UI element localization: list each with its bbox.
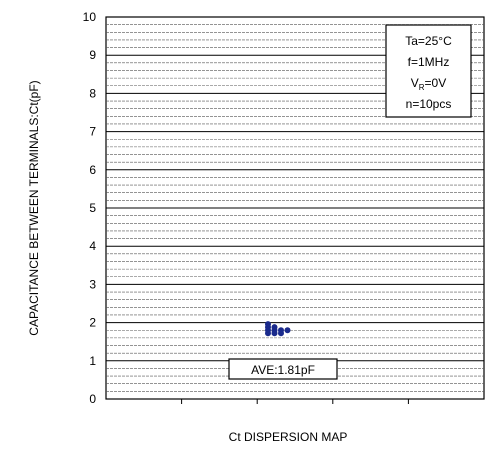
y-tick-label: 0 [89,392,96,406]
data-point [265,330,271,337]
x-tick-marks [181,399,409,404]
condition-voltage: VR=0V [411,76,446,92]
data-point [278,330,284,337]
x-axis-title: Ct DISPERSION MAP [229,430,348,444]
y-tick-label: 6 [89,163,96,177]
conditions-box: Ta=25°C f=1MHz VR=0V n=10pcs [385,24,472,118]
condition-voltage-rest: =0V [425,76,447,90]
condition-temperature: Ta=25°C [405,34,452,48]
y-tick-label: 1 [89,354,96,368]
average-box: AVE:1.81pF [228,358,338,380]
data-points [265,321,291,337]
y-tick-label: 10 [83,10,97,24]
data-point [284,327,291,334]
y-tick-label: 9 [89,48,96,62]
condition-voltage-main: V [411,76,419,90]
condition-frequency: f=1MHz [408,55,450,69]
data-point [271,330,278,337]
condition-voltage-sub: R [419,83,425,92]
y-tick-label: 7 [89,125,96,139]
conditions-box-border [385,24,472,118]
y-tick-labels: 0 1 2 3 4 5 6 7 8 9 10 [83,10,97,406]
average-label: AVE:1.81pF [251,363,315,377]
average-box-border [228,358,338,380]
condition-sample-count: n=10pcs [406,97,452,111]
y-tick-label: 3 [89,277,96,291]
y-axis-title: CAPACITANCE BETWEEN TERMINALS:Ct(pF) [27,80,41,335]
y-tick-label: 4 [89,239,96,253]
y-tick-label: 2 [89,316,96,330]
y-tick-label: 5 [89,201,96,215]
y-tick-label: 8 [89,86,96,100]
